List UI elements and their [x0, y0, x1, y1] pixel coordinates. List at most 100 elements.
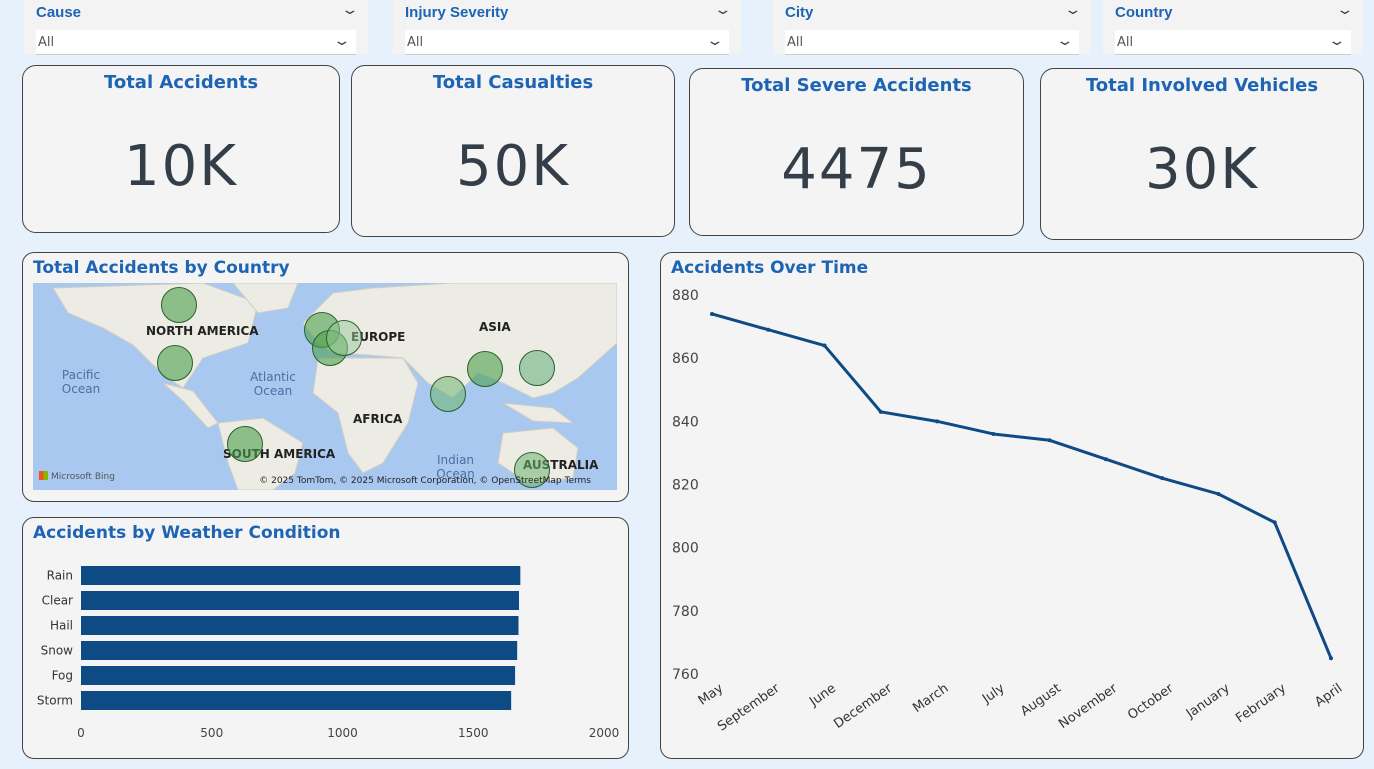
- bar-storm[interactable]: [81, 691, 512, 710]
- ocean-label: Pacific Ocean: [61, 368, 101, 396]
- city-slicer[interactable]: City ⌄ All ⌄: [773, 0, 1091, 55]
- continent-label: EUROPE: [351, 330, 406, 344]
- data-point[interactable]: [766, 327, 771, 332]
- x-tick-label: April: [1312, 681, 1345, 710]
- kpi-value: 4475: [781, 137, 932, 202]
- kpi-value: 10K: [124, 134, 238, 199]
- chevron-down-icon[interactable]: ⌄: [1335, 2, 1355, 18]
- ocean-label: Indian Ocean: [436, 453, 475, 481]
- accidents-series-line[interactable]: [711, 312, 1333, 659]
- chevron-down-icon: ⌄: [332, 33, 352, 49]
- map-bubble[interactable]: [514, 452, 550, 488]
- category-label: Storm: [37, 694, 73, 708]
- slicer-title: Country: [1115, 4, 1173, 21]
- weather-bar-chart: Rain Clear Hail Snow Fog Storm 0 500 1000 1500 200…: [37, 566, 619, 740]
- x-tick-label: October: [1125, 681, 1177, 724]
- category-label: Fog: [52, 669, 73, 683]
- map-bubble[interactable]: [161, 287, 197, 323]
- x-tick-label: July: [979, 681, 1008, 707]
- bar-hail[interactable]: [81, 616, 519, 635]
- data-point[interactable]: [878, 409, 883, 414]
- x-tick-label: March: [910, 681, 951, 716]
- country-slicer[interactable]: Country ⌄ All ⌄: [1103, 0, 1363, 55]
- slicer-title: City: [785, 4, 814, 21]
- y-tick-label: 880: [672, 288, 699, 304]
- category-label: Clear: [42, 594, 73, 608]
- data-point[interactable]: [1047, 438, 1052, 443]
- data-point[interactable]: [710, 311, 714, 316]
- data-point[interactable]: [822, 343, 827, 348]
- bar-clear[interactable]: [81, 591, 520, 610]
- x-tick-label: January: [1183, 681, 1233, 722]
- kpi-title: Total Casualties: [432, 72, 594, 93]
- kpi-card-total-accidents: Total Accidents 10K: [22, 65, 340, 233]
- y-tick-label: 860: [672, 351, 699, 367]
- map-bubble[interactable]: [157, 345, 193, 381]
- slicer-title: Injury Severity: [405, 4, 509, 21]
- x-tick-label: February: [1233, 681, 1289, 727]
- bar-fog[interactable]: [81, 666, 516, 685]
- y-tick-label: 780: [672, 604, 699, 620]
- slicer-title: Cause: [36, 4, 82, 21]
- injury-severity-dropdown[interactable]: All ⌄: [405, 30, 729, 55]
- continent-label: ASIA: [479, 320, 511, 334]
- data-point[interactable]: [991, 431, 996, 436]
- kpi-value: 50K: [456, 134, 570, 199]
- map-bubble[interactable]: [519, 350, 555, 386]
- data-point[interactable]: [1160, 476, 1165, 481]
- x-tick-label: September: [715, 681, 783, 735]
- x-tick-label: December: [831, 681, 895, 732]
- country-dropdown[interactable]: All ⌄: [1115, 30, 1351, 55]
- x-tick-label: May: [696, 681, 727, 709]
- y-tick-label: 820: [672, 478, 699, 494]
- map-bubble[interactable]: [326, 320, 362, 356]
- accidents-over-time-panel: Accidents Over Time 760 780 800 820 840 860 88…: [660, 252, 1364, 759]
- y-tick-label: 840: [672, 414, 699, 430]
- map-bubble[interactable]: [467, 351, 503, 387]
- data-point[interactable]: [1329, 656, 1333, 661]
- slicer-value: All: [38, 35, 55, 50]
- map-copyright[interactable]: © 2025 TomTom, © 2025 Microsoft Corporat…: [259, 476, 591, 486]
- slicer-value: All: [787, 35, 804, 50]
- kpi-title: Total Accidents: [103, 72, 259, 93]
- chevron-down-icon: ⌄: [1055, 33, 1075, 49]
- bar-snow[interactable]: [81, 641, 518, 660]
- data-point[interactable]: [1272, 520, 1277, 525]
- category-label: Hail: [50, 619, 73, 633]
- x-tick-label: November: [1056, 681, 1121, 732]
- map-bubble[interactable]: [227, 426, 263, 462]
- bar-rain[interactable]: [81, 566, 521, 585]
- slicer-value: All: [407, 35, 424, 50]
- chevron-down-icon[interactable]: ⌄: [1063, 2, 1083, 18]
- x-tick-label: June: [806, 681, 839, 710]
- data-point[interactable]: [1103, 457, 1108, 462]
- data-point[interactable]: [1216, 491, 1221, 496]
- injury-severity-slicer[interactable]: Injury Severity ⌄ All ⌄: [393, 0, 741, 55]
- chevron-down-icon: ⌄: [1327, 33, 1347, 49]
- x-tick-label: August: [1018, 681, 1064, 719]
- line-chart-title: Accidents Over Time: [671, 258, 869, 278]
- map-bubble[interactable]: [430, 376, 466, 412]
- y-tick-label: 800: [672, 541, 699, 557]
- category-label: Snow: [41, 644, 74, 658]
- x-tick-label: 1000: [327, 726, 358, 740]
- bing-logo: Microsoft Bing: [39, 471, 115, 482]
- chevron-down-icon[interactable]: ⌄: [713, 2, 733, 18]
- city-dropdown[interactable]: All ⌄: [785, 30, 1079, 55]
- continent-label: AFRICA: [353, 412, 403, 426]
- x-tick-label: 0: [77, 726, 85, 740]
- chevron-down-icon[interactable]: ⌄: [340, 2, 360, 18]
- world-map[interactable]: NORTH AMERICA EUROPE ASIA AFRICA SOUTH A…: [33, 283, 617, 490]
- x-tick-label: 1500: [458, 726, 489, 740]
- kpi-title: Total Involved Vehicles: [1085, 75, 1319, 96]
- category-label: Rain: [47, 569, 73, 583]
- kpi-card-total-severe-accidents: Total Severe Accidents 4475: [689, 68, 1024, 236]
- cause-dropdown[interactable]: All ⌄: [36, 30, 356, 55]
- kpi-value: 30K: [1145, 137, 1259, 202]
- map-title: Total Accidents by Country: [33, 258, 290, 278]
- weather-chart-title: Accidents by Weather Condition: [33, 523, 341, 543]
- data-point[interactable]: [935, 419, 940, 424]
- cause-slicer[interactable]: Cause ⌄ All ⌄: [24, 0, 368, 55]
- ocean-label: Atlantic Ocean: [250, 370, 296, 398]
